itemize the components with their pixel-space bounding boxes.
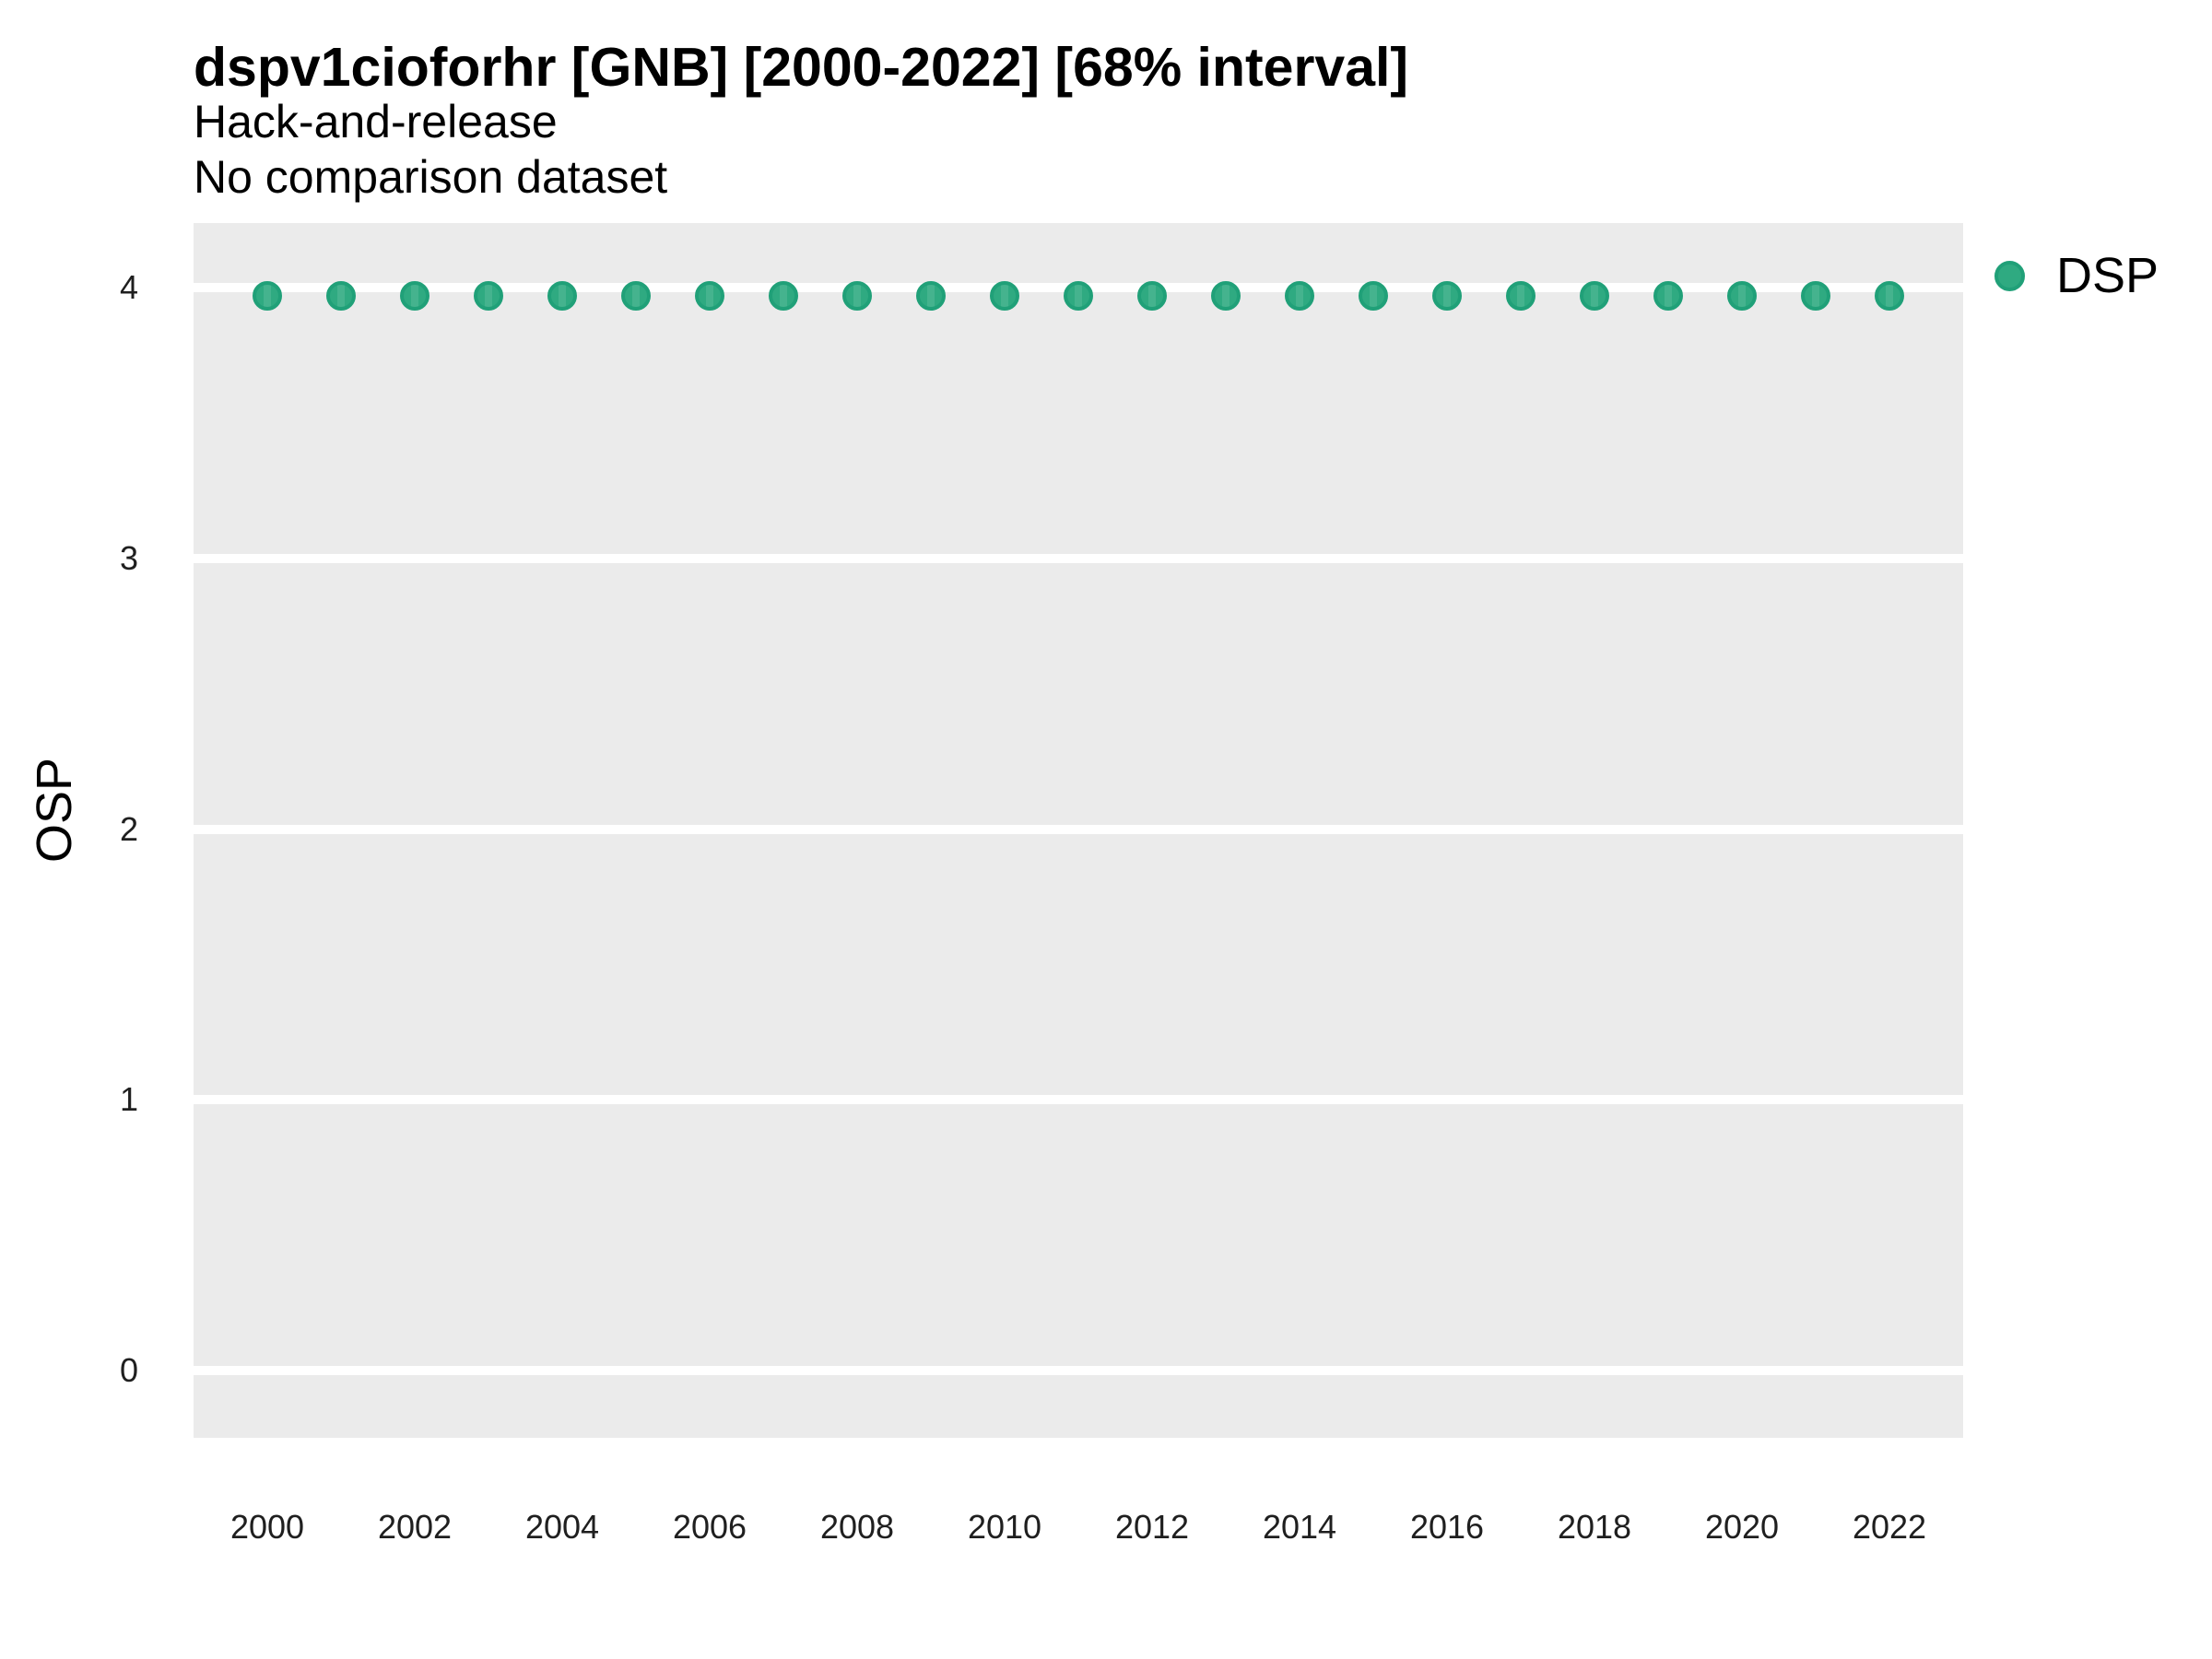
y-tick-label-4: 4 bbox=[119, 268, 138, 307]
gridline-y-1 bbox=[194, 1095, 1963, 1105]
data-point-DSP-2015 bbox=[1358, 281, 1388, 312]
data-point-DSP-2005 bbox=[621, 281, 651, 312]
y-tick-label-3: 3 bbox=[119, 538, 138, 577]
x-tick-label-2022: 2022 bbox=[1852, 1508, 1927, 1546]
data-point-DSP-2018 bbox=[1580, 281, 1609, 312]
data-point-DSP-2022 bbox=[1875, 281, 1904, 312]
data-point-DSP-2009 bbox=[916, 281, 946, 312]
x-tick-label-2006: 2006 bbox=[672, 1508, 747, 1546]
chart-subtitle-line2: No comparison dataset bbox=[194, 151, 668, 203]
chart-subtitle-line1: Hack-and-release bbox=[194, 96, 558, 147]
data-point-DSP-2016 bbox=[1432, 281, 1462, 312]
x-tick-label-2008: 2008 bbox=[819, 1508, 895, 1546]
data-point-DSP-2007 bbox=[768, 281, 798, 312]
x-tick-label-2000: 2000 bbox=[229, 1508, 305, 1546]
legend-point-icon bbox=[1994, 260, 2025, 291]
y-tick-label-2: 2 bbox=[119, 809, 138, 848]
data-point-DSP-2012 bbox=[1137, 281, 1167, 312]
x-tick-label-2020: 2020 bbox=[1704, 1508, 1780, 1546]
gridline-y-2 bbox=[194, 824, 1963, 834]
data-point-DSP-2000 bbox=[252, 281, 282, 312]
gridline-y-0 bbox=[194, 1365, 1963, 1375]
data-point-DSP-2017 bbox=[1506, 281, 1535, 312]
chart-title: dspv1cioforhr [GNB] [2000-2022] [68% int… bbox=[194, 37, 1409, 98]
x-tick-label-2004: 2004 bbox=[524, 1508, 600, 1546]
data-point-DSP-2006 bbox=[695, 281, 724, 312]
y-axis-tick-labels: 0 1 2 3 4 bbox=[0, 223, 138, 1438]
data-point-DSP-2008 bbox=[842, 281, 872, 312]
y-tick-label-1: 1 bbox=[119, 1080, 138, 1119]
data-point-DSP-2020 bbox=[1727, 281, 1757, 312]
x-tick-label-2014: 2014 bbox=[1262, 1508, 1337, 1546]
data-point-DSP-2003 bbox=[473, 281, 503, 312]
legend-series-label: DSP bbox=[2056, 248, 2159, 303]
legend: DSP bbox=[1994, 247, 2159, 304]
y-tick-label-0: 0 bbox=[119, 1350, 138, 1389]
x-axis-tick-labels: 2000 2002 2004 2006 2008 2010 2012 2014 2016 2018… bbox=[194, 1438, 1963, 1567]
data-point-DSP-2011 bbox=[1064, 281, 1093, 312]
x-tick-label-2012: 2012 bbox=[1114, 1508, 1190, 1546]
x-tick-label-2016: 2016 bbox=[1409, 1508, 1485, 1546]
x-tick-label-2018: 2018 bbox=[1557, 1508, 1632, 1546]
data-point-DSP-2004 bbox=[547, 281, 577, 312]
data-point-DSP-2013 bbox=[1211, 281, 1241, 312]
x-tick-label-2002: 2002 bbox=[377, 1508, 453, 1546]
plot-area bbox=[194, 223, 1963, 1438]
data-point-DSP-2019 bbox=[1653, 281, 1683, 312]
data-point-DSP-2002 bbox=[400, 281, 429, 312]
data-point-DSP-2014 bbox=[1285, 281, 1314, 312]
gridline-y-3 bbox=[194, 553, 1963, 563]
data-point-DSP-2001 bbox=[325, 281, 356, 312]
x-tick-label-2010: 2010 bbox=[967, 1508, 1042, 1546]
data-point-DSP-2010 bbox=[990, 281, 1019, 312]
data-point-DSP-2021 bbox=[1801, 281, 1830, 312]
chart-subtitle-block: Hack-and-release No comparison dataset bbox=[194, 94, 667, 205]
